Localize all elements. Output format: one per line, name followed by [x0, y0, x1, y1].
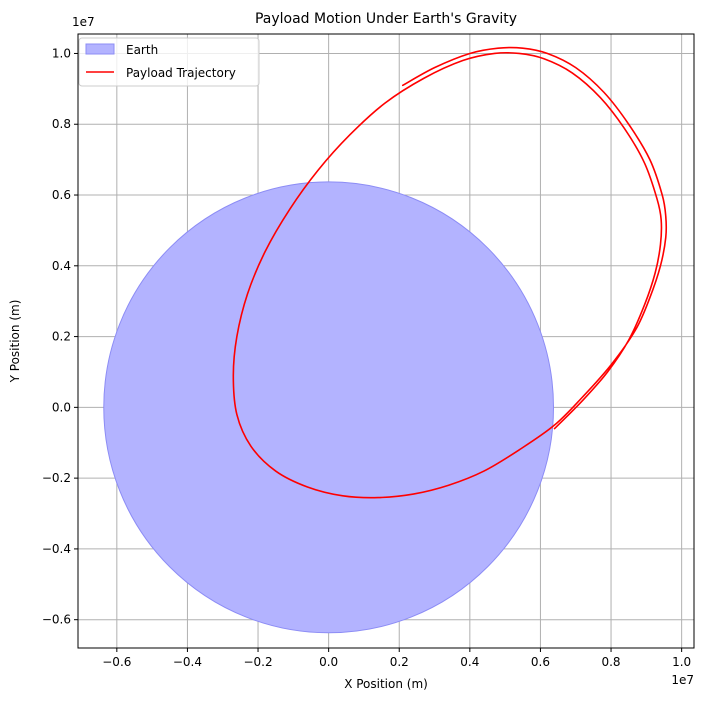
y-tick-label: 1.0 [52, 46, 71, 60]
x-offset-text: 1e7 [671, 673, 694, 687]
y-offset-text: 1e7 [72, 15, 95, 29]
y-tick-label: −0.6 [42, 613, 71, 627]
legend-earth-swatch [85, 43, 115, 55]
series-layer [232, 46, 668, 499]
legend-box [78, 37, 260, 87]
earth-circle [103, 181, 555, 634]
y-tick-label: 0.8 [52, 117, 71, 131]
legend-trajectory-label: Payload Trajectory [126, 66, 236, 80]
y-tick-label: −0.2 [42, 471, 71, 485]
x-tick-label: 0.4 [460, 655, 479, 669]
y-axis-ticks: −0.6 −0.4 −0.2 0.0 0.2 0.4 0.6 0.8 1.0 [42, 46, 78, 627]
legend: Earth Payload Trajectory [78, 37, 260, 87]
payload-trajectory-line [232, 46, 668, 499]
y-tick-label: 0.4 [52, 259, 71, 273]
y-tick-label: −0.4 [42, 542, 71, 556]
x-tick-label: 0.0 [319, 655, 338, 669]
x-tick-label: −0.4 [173, 655, 202, 669]
y-axis-label: Y Position (m) [8, 300, 22, 384]
x-tick-label: 0.2 [390, 655, 409, 669]
x-tick-label: 1.0 [672, 655, 691, 669]
chart-title: Payload Motion Under Earth's Gravity [255, 11, 517, 27]
x-tick-label: 0.6 [531, 655, 550, 669]
plot-frame [77, 33, 695, 649]
y-tick-label: 0.0 [52, 400, 71, 414]
x-tick-label: 0.8 [601, 655, 620, 669]
y-tick-label: 0.2 [52, 330, 71, 344]
x-tick-label: −0.6 [102, 655, 131, 669]
y-tick-label: 0.6 [52, 188, 71, 202]
earth-layer [103, 181, 555, 634]
x-axis-label: X Position (m) [344, 677, 428, 691]
x-axis-ticks: −0.6 −0.4 −0.2 0.0 0.2 0.4 0.6 0.8 1.0 [102, 648, 691, 669]
legend-earth-label: Earth [126, 43, 158, 57]
x-tick-label: −0.2 [243, 655, 272, 669]
